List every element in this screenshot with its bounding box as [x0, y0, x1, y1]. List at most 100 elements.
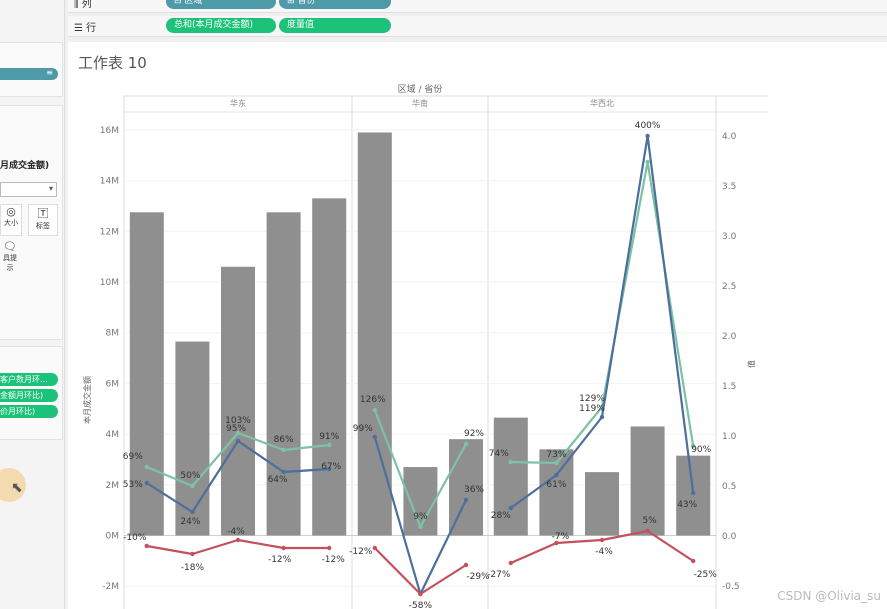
data-label: -29%: [466, 572, 490, 582]
series-point-1: [144, 480, 149, 486]
series-point-2: [235, 537, 241, 543]
series-point-1: [327, 466, 332, 472]
series-point-1: [235, 438, 241, 444]
tooltip-button[interactable]: 🗨 具提示: [0, 240, 20, 272]
bar: [585, 472, 619, 536]
data-label: 5%: [642, 516, 657, 526]
bar: [221, 266, 255, 536]
y-tick-label: -2M: [102, 582, 119, 592]
region-header-2: 华西北: [590, 98, 614, 108]
sort-icon: ≡: [46, 68, 53, 77]
data-label: -4%: [595, 547, 613, 557]
y2-tick-label: 2.5: [722, 282, 736, 292]
y2-tick-label: 3.0: [722, 232, 737, 242]
y2-tick-label: 1.5: [722, 382, 736, 392]
data-label: -4%: [227, 527, 245, 537]
y-tick-label: 12M: [100, 227, 119, 237]
mark-type-select[interactable]: ▾: [0, 182, 57, 197]
bar: [357, 132, 392, 536]
data-label: -12%: [268, 555, 292, 565]
rows-shelf: ☰ 行 总和(本月成交金额) 度量值: [68, 16, 887, 37]
data-label: 53%: [123, 480, 143, 490]
series-point-2: [418, 591, 423, 597]
data-label: -27%: [487, 570, 511, 580]
series-point-0: [554, 460, 559, 466]
series-point-0: [327, 442, 332, 448]
y2-tick-label: 3.5: [722, 182, 736, 192]
data-label: 90%: [691, 445, 711, 455]
columns-shelf: ⫼ 列 ⊟ 区域 ⊞ 省份: [68, 0, 887, 13]
columns-icon: ⫼: [74, 0, 79, 10]
y-tick-label: 16M: [100, 126, 119, 136]
sheet-title: 工作表 10: [78, 54, 147, 72]
data-label: 91%: [319, 432, 339, 442]
rows-icon: ☰: [74, 23, 83, 34]
worksheet-canvas: 工作表 10 区域 / 省份 华东 华南 华西北 -2M 0M 2M 4M 6M 8M 10M 12M…: [68, 42, 887, 609]
header-title: 区域 / 省份: [398, 83, 443, 95]
series-point-0: [508, 459, 513, 465]
data-label: -12%: [322, 555, 346, 565]
series-point-2: [691, 558, 696, 564]
data-label: 92%: [464, 429, 484, 439]
marks-field-name: 月成交金额): [0, 161, 50, 171]
series-point-0: [144, 464, 149, 470]
y-axis-title: 本月成交金额: [82, 376, 92, 424]
series-point-2: [645, 528, 650, 534]
series-point-0: [190, 483, 195, 489]
measure-pill-amount[interactable]: 金额月环比): [0, 389, 58, 402]
y-tick-label: 14M: [100, 177, 119, 187]
series-point-0: [418, 524, 423, 530]
series-line-2: [374, 547, 467, 596]
measure-pill-customer[interactable]: 客户数月环...: [0, 373, 58, 386]
data-label: 50%: [180, 471, 200, 481]
column-pill-province[interactable]: ⊞ 省份: [279, 0, 391, 9]
data-label: 126%: [360, 395, 386, 405]
y-tick-label: 4M: [106, 430, 120, 440]
series-point-1: [508, 505, 513, 511]
data-label: -10%: [123, 533, 147, 543]
y2-tick-label: -0.5: [722, 582, 740, 592]
label-button[interactable]: 🅃 标签: [28, 204, 58, 236]
series-point-0: [235, 430, 241, 436]
series-point-0: [463, 441, 469, 447]
row-pill-measure-values[interactable]: 度量值: [279, 18, 391, 33]
columns-shelf-label: ⫼ 列: [74, 0, 92, 10]
measures-card: 客户数月环... 金额月环比) 价月环比): [0, 346, 63, 440]
column-pill-region[interactable]: ⊟ 区域: [166, 0, 276, 9]
series-point-2: [554, 540, 559, 546]
region-header-1: 华南: [412, 98, 428, 108]
size-icon: ◎: [6, 205, 16, 218]
y-tick-label: 6M: [106, 379, 120, 389]
size-button[interactable]: ◎ 大小: [0, 204, 22, 236]
data-label: 9%: [413, 512, 428, 522]
data-label: 95%: [226, 424, 246, 434]
watermark: CSDN @Olivia_su: [777, 589, 881, 603]
series-point-1: [599, 414, 605, 420]
y2-tick-label: 1.0: [722, 432, 737, 442]
row-pill-sum-amount[interactable]: 总和(本月成交金额): [166, 18, 276, 33]
series-point-2: [463, 562, 469, 568]
series-point-1: [372, 434, 377, 440]
series-point-1: [190, 509, 195, 515]
y2-tick-label: 2.0: [722, 332, 737, 342]
measure-pill-price[interactable]: 价月环比): [0, 405, 58, 418]
left-panel: ≡ 月成交金额) ▾ ◎ 大小 🅃 标签 🗨 具提示 客户数月环... 金额月环…: [0, 0, 65, 609]
data-label: 103%: [225, 416, 251, 426]
series-point-2: [599, 537, 605, 543]
series-point-1: [463, 497, 469, 503]
data-label: -25%: [694, 570, 718, 580]
data-label: -58%: [409, 601, 433, 609]
data-label: 73%: [546, 450, 566, 460]
series-point-0: [691, 443, 696, 449]
label-icon: 🅃: [37, 207, 49, 220]
data-label: 69%: [123, 452, 143, 462]
bar: [449, 439, 483, 536]
filter-pill[interactable]: ≡: [0, 68, 58, 80]
series-point-2: [372, 545, 377, 551]
bar: [266, 212, 301, 536]
y2-tick-label: 0.5: [722, 482, 736, 492]
series-point-1: [554, 472, 559, 478]
series-point-0: [372, 407, 377, 413]
data-label: -12%: [349, 547, 373, 557]
y2-tick-label: 0.0: [722, 532, 737, 542]
